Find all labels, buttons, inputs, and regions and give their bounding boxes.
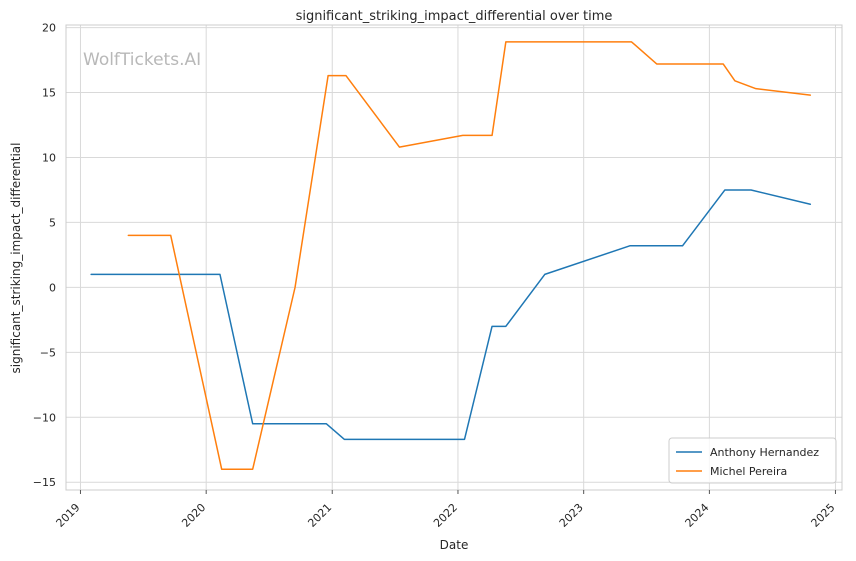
legend-label-michel-pereira: Michel Pereira (710, 465, 787, 478)
y-axis-label: significant_striking_impact_differential (9, 143, 23, 374)
legend: Anthony Hernandez Michel Pereira (668, 437, 837, 484)
legend-label-anthony-hernandez: Anthony Hernandez (710, 446, 819, 459)
chart-title: significant_striking_impact_differential… (296, 9, 613, 24)
x-axis-label: Date (440, 538, 469, 552)
y-tick-label: 5 (49, 216, 56, 229)
y-tick-label: 20 (42, 22, 56, 35)
y-tick-label: −5 (40, 346, 56, 359)
series-lines (90, 41, 812, 470)
y-tick-label: −15 (33, 476, 56, 489)
y-tick-label: −10 (33, 411, 56, 424)
legend-box (668, 437, 837, 484)
plot-frame (65, 24, 843, 491)
y-tick-label: 0 (49, 281, 56, 294)
y-tick-label: 15 (42, 87, 56, 100)
watermark-text: WolfTickets.AI (83, 50, 201, 70)
y-tick-label: 10 (42, 151, 56, 164)
series-line-michel-pereira (127, 41, 812, 470)
series-line-anthony-hernandez (90, 189, 812, 441)
grid-lines (66, 25, 842, 490)
